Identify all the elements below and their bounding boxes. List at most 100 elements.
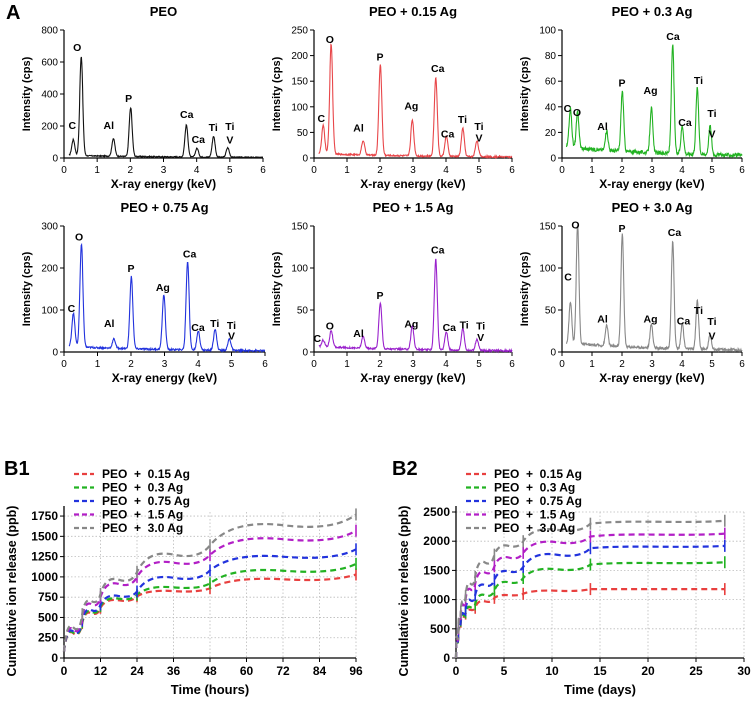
peak-label-al: Al [104,318,115,330]
peak-label-ti: Ti [225,121,234,133]
x-tick-label: 72 [276,664,290,678]
x-tick-label: 20 [641,664,655,678]
peak-label-ti: Ti [210,318,219,330]
y-tick-label: 200 [291,51,308,62]
peak-label-ca: Ca [431,63,445,75]
y-tick-label: 150 [291,222,308,233]
peak-label-o: O [571,220,579,232]
x-tick-label: 5 [229,359,235,370]
peak-label-o: O [75,232,83,244]
x-tick-label: 3 [410,359,416,370]
legend-entry: PEO + 3.0 Ag [494,521,575,535]
panel-label-b1: B1 [4,458,30,480]
x-tick-label: 24 [130,664,144,678]
x-tick-label: 2 [128,165,134,176]
peak-label-ti: Ti [460,319,469,331]
x-tick-label: 2 [128,359,134,370]
y-tick-label: 50 [297,128,309,139]
x-axis-label: X-ray energy (keV) [599,177,704,191]
x-tick-label: 6 [509,359,515,370]
peak-label-ca: Ca [192,134,206,146]
x-tick-label: 0 [453,664,460,678]
chart-title: PEO + 1.5 Ag [373,200,454,215]
legend-entry: PEO + 0.3 Ag [494,481,575,495]
legend-entry: PEO + 1.5 Ag [494,508,575,522]
y-tick-label: 0 [302,348,308,359]
peak-label-ti: Ti [209,122,218,134]
y-tick-label: 1500 [423,563,450,577]
legend-entry: PEO + 0.75 Ag [494,494,582,508]
x-axis-label: Time (hours) [171,682,250,697]
peak-label-ti: Ti [458,114,467,126]
y-tick-label: 0 [51,651,58,665]
peak-label-al: Al [104,120,115,132]
series-line-0 [454,587,725,659]
peak-label-v: V [708,129,715,141]
peak-label-ca: Ca [441,129,455,141]
x-tick-label: 4 [443,165,449,176]
x-tick-label: 4 [679,359,685,370]
x-tick-label: 6 [739,359,745,370]
x-tick-label: 3 [162,359,168,370]
y-tick-label: 100 [539,264,556,275]
x-tick-label: 0 [559,359,565,370]
peak-label-v: V [477,332,484,344]
peak-label-v: V [708,330,715,342]
legend-entry: PEO + 0.15 Ag [102,467,190,481]
y-axis-label: Cumulative ion release (ppb) [5,506,19,677]
x-tick-label: 10 [545,664,559,678]
x-axis-label: X-ray energy (keV) [360,177,465,191]
y-tick-label: 0 [302,154,308,165]
y-tick-label: 1500 [31,529,58,543]
y-axis-label: Intensity (cps) [271,251,283,326]
peak-label-ca: Ca [183,249,197,261]
y-axis-label: Intensity (cps) [519,56,531,131]
x-tick-label: 60 [240,664,254,678]
x-tick-label: 5 [476,359,482,370]
x-tick-label: 1 [95,359,101,370]
peak-label-v: V [228,330,235,342]
peak-label-o: O [326,320,334,332]
x-axis-label: X-ray energy (keV) [599,371,704,385]
peak-label-ti: Ti [476,320,485,332]
x-tick-label: 84 [313,664,327,678]
x-tick-label: 0 [61,165,67,176]
y-tick-label: 750 [38,590,58,604]
x-tick-label: 1 [589,165,595,176]
x-axis-label: X-ray energy (keV) [111,177,216,191]
x-tick-label: 6 [509,165,515,176]
x-tick-label: 36 [167,664,181,678]
peak-label-o: O [573,107,581,119]
y-tick-label: 100 [539,26,556,37]
x-tick-label: 0 [61,664,68,678]
peak-label-ca: Ca [191,322,205,334]
x-tick-label: 5 [709,359,715,370]
series-line-4 [62,513,357,652]
peak-label-ag: Ag [404,100,418,112]
legend-entry: PEO + 3.0 Ag [102,521,183,535]
chart-title: PEO [150,4,177,19]
peak-label-c: C [314,333,322,345]
y-tick-label: 0 [443,651,450,665]
x-tick-label: 48 [203,664,217,678]
y-tick-label: 50 [297,306,309,317]
y-tick-label: 150 [539,222,556,233]
peak-label-ca: Ca [180,109,194,121]
x-axis-label: X-ray energy (keV) [360,371,465,385]
y-tick-label: 0 [550,154,556,165]
x-tick-label: 2 [619,359,625,370]
peak-label-c: C [68,120,76,132]
y-tick-label: 800 [41,26,58,37]
panel-label-a: A [6,2,21,24]
peak-label-p: P [376,290,383,302]
peak-label-p: P [618,223,625,235]
y-tick-label: 200 [41,264,58,275]
x-tick-label: 5 [709,165,715,176]
peak-label-o: O [73,42,81,54]
peak-label-v: V [226,135,233,147]
x-tick-label: 6 [260,165,266,176]
x-tick-label: 4 [195,359,201,370]
